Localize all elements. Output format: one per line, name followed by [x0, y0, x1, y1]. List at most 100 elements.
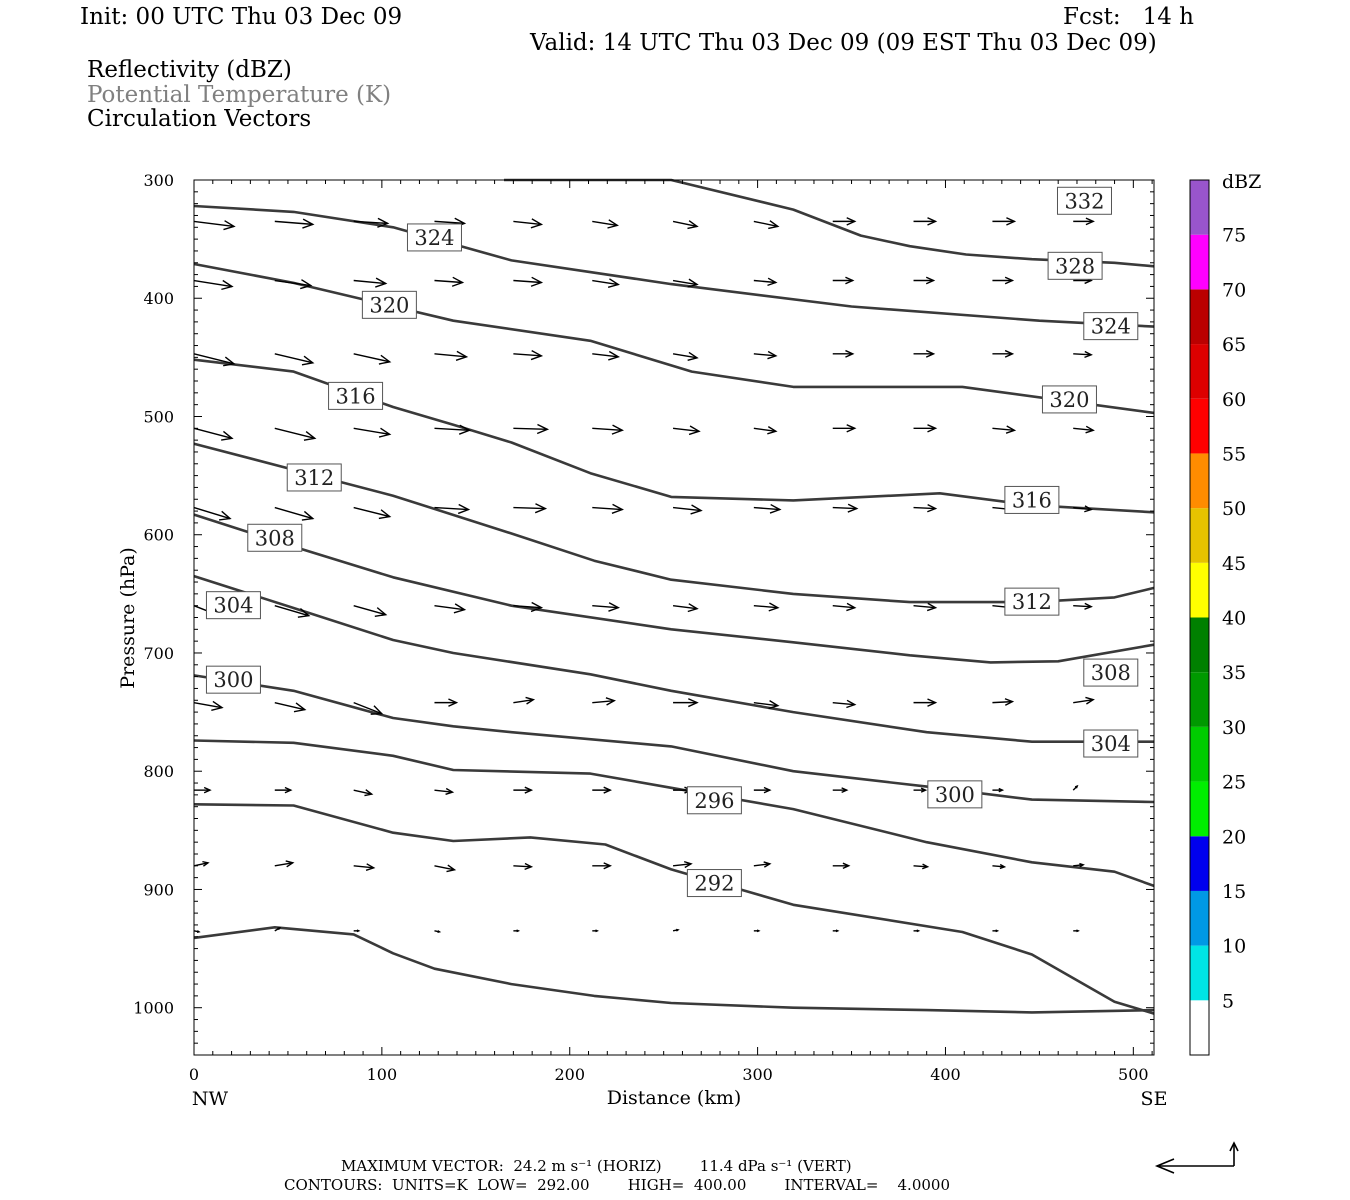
vector-arrow — [832, 424, 857, 433]
reference-vector-icon — [1154, 1141, 1239, 1174]
vector-arrow — [353, 701, 384, 715]
colorbar-bin — [1190, 289, 1209, 345]
vector-arrow — [513, 786, 534, 794]
x-tick-label: 100 — [367, 1065, 398, 1084]
vector-arrow — [353, 506, 392, 520]
x-tick-label: 0 — [189, 1065, 199, 1084]
colorbar-bin — [1190, 945, 1209, 1001]
contour-label: 312 — [286, 463, 342, 492]
vector-arrow — [992, 276, 1015, 285]
contour-label: 316 — [1004, 485, 1060, 514]
contour-label: 312 — [1004, 587, 1060, 616]
contour-label: 320 — [361, 290, 417, 319]
vector-arrow — [992, 863, 1007, 870]
colorbar-tick-label: 25 — [1222, 772, 1246, 794]
colorbar-tick-label: 5 — [1222, 990, 1234, 1012]
contour-label: 300 — [927, 780, 983, 809]
colorbar-tick-label: 55 — [1222, 443, 1246, 465]
contour-label: 320 — [1041, 385, 1097, 414]
y-tick-label: 900 — [143, 880, 174, 899]
vector-arrow — [992, 425, 1017, 434]
contour-label-text: 304 — [213, 594, 253, 618]
vector-arrow — [913, 929, 921, 933]
y-tick-label: 600 — [143, 526, 174, 545]
isentrope-line — [193, 925, 1155, 1014]
vector-arrow — [913, 217, 938, 226]
vector-arrow — [194, 786, 212, 794]
vector-arrow — [672, 220, 699, 230]
vector-arrow — [353, 863, 376, 872]
vector-arrow — [193, 506, 232, 521]
vector-arrow — [992, 698, 1015, 706]
max-vector-note: MAXIMUM VECTOR: 24.2 m s⁻¹ (HORIZ) 11.4 … — [341, 1157, 852, 1175]
vector-arrow — [513, 423, 550, 435]
axes: 300 400 500 600 700 800 900 1000 0 100 200 300 400 50… — [133, 171, 1154, 1084]
vector-arrow — [1073, 602, 1093, 610]
field-potential-temperature: Potential Temperature (K) — [87, 82, 392, 108]
vector-arrow — [832, 929, 840, 933]
y-axis-label: Pressure (hPa) — [117, 547, 139, 689]
vector-arrow — [753, 426, 778, 435]
x-tick-label: 400 — [930, 1065, 961, 1084]
vector-arrow — [753, 700, 780, 710]
vector-arrow — [274, 926, 282, 932]
vector-arrow — [274, 279, 313, 290]
vector-arrow — [1073, 425, 1095, 434]
contour-label-text: 312 — [1012, 590, 1052, 614]
x-axis-label: Distance (km) — [607, 1087, 742, 1109]
colorbar-bin — [1190, 617, 1209, 673]
y-tick-label: 800 — [143, 762, 174, 781]
vector-arrow — [1072, 784, 1079, 791]
vector-arrow — [832, 276, 855, 285]
colorbar-bin — [1190, 180, 1209, 235]
colorbar-bin — [1190, 562, 1209, 618]
vector-arrow — [434, 503, 471, 515]
y-tick-label: 300 — [143, 171, 174, 190]
field-circulation-vectors: Circulation Vectors — [87, 106, 312, 132]
colorbar-tick-label: 15 — [1222, 881, 1246, 903]
colorbar-tick-label: 45 — [1222, 553, 1246, 575]
vector-arrow — [992, 217, 1017, 226]
vector-arrow — [513, 696, 536, 705]
vector-arrow — [992, 787, 1005, 793]
vector-arrow — [274, 701, 307, 713]
circulation-vectors — [193, 217, 1095, 933]
vector-arrow — [353, 353, 392, 365]
contour-label: 292 — [686, 869, 742, 898]
vector-arrow — [513, 350, 544, 361]
vector-arrow — [913, 602, 938, 612]
vector-arrow — [592, 786, 612, 794]
colorbar-bin — [1190, 726, 1209, 782]
vector-arrow — [672, 278, 699, 288]
y-tick-label: 400 — [143, 289, 174, 308]
colorbar-title: dBZ — [1222, 171, 1261, 193]
vector-arrow — [434, 350, 469, 362]
contour-label: 328 — [1047, 251, 1103, 280]
init-time: Init: 00 UTC Thu 03 Dec 09 — [80, 4, 403, 30]
contour-label-text: 324 — [1091, 315, 1131, 339]
plot-frame — [193, 179, 1155, 1056]
colorbar-bin — [1190, 508, 1209, 563]
colorbar-tick-label: 35 — [1222, 662, 1246, 684]
vector-arrow — [592, 278, 620, 288]
valid-time: Valid: 14 UTC Thu 03 Dec 09 (09 EST Thu … — [530, 30, 1157, 56]
contours-note: CONTOURS: UNITS=K LOW= 292.00 HIGH= 400.… — [284, 1176, 950, 1194]
x-tick-label: 500 — [1118, 1065, 1149, 1084]
vector-arrow — [992, 349, 1015, 358]
vector-arrow — [1073, 696, 1095, 705]
colorbar-tick-label: 60 — [1222, 389, 1246, 411]
colorbar-tick-label: 70 — [1222, 279, 1246, 301]
isentrope-line — [193, 739, 1155, 888]
colorbar-bin — [1190, 672, 1209, 727]
vector-arrow — [353, 605, 388, 617]
vector-arrow — [193, 930, 201, 933]
vector-arrow — [913, 503, 938, 513]
contour-label: 300 — [205, 665, 261, 694]
colorbar-tick-label: 10 — [1222, 936, 1246, 958]
vector-arrow — [274, 786, 293, 794]
vector-arrow — [672, 860, 693, 869]
vector-arrow — [913, 424, 938, 433]
contour-label-text: 332 — [1064, 189, 1104, 213]
vector-arrow — [513, 276, 544, 287]
